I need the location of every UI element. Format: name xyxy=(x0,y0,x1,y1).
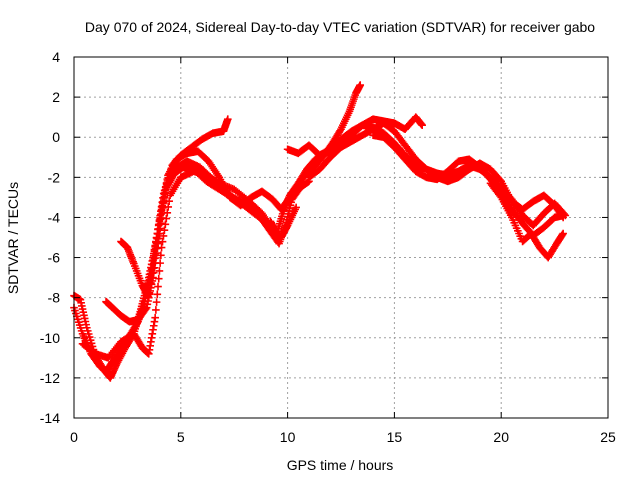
y-tick-label: 4 xyxy=(52,49,60,65)
chart-title: Day 070 of 2024, Sidereal Day-to-day VTE… xyxy=(85,19,595,35)
data-series-track-11 xyxy=(486,179,567,262)
y-tick-label: -8 xyxy=(48,290,61,306)
data-point xyxy=(153,290,162,299)
x-tick-label: 25 xyxy=(600,429,616,445)
y-axis-title: SDTVAR / TECUs xyxy=(5,182,21,294)
data-point xyxy=(159,232,168,240)
x-tick-label: 15 xyxy=(387,429,403,445)
data-point xyxy=(154,282,162,291)
x-axis-title: GPS time / hours xyxy=(287,457,394,473)
data-point xyxy=(71,306,79,315)
x-tick-label: 20 xyxy=(493,429,509,445)
data-point xyxy=(73,315,82,324)
data-point xyxy=(152,306,160,314)
data-point xyxy=(158,237,167,246)
data-point xyxy=(155,267,164,275)
y-tick-label: -2 xyxy=(48,169,61,185)
data-point xyxy=(164,203,173,211)
data-point xyxy=(83,323,91,332)
data-point xyxy=(161,220,170,229)
y-tick-label: 2 xyxy=(52,89,60,105)
data-point xyxy=(77,327,86,335)
data-point xyxy=(154,274,163,283)
data-point xyxy=(83,327,92,335)
data-point xyxy=(418,121,426,129)
data-point xyxy=(356,81,365,89)
data-series-track-9 xyxy=(326,113,426,160)
data-point xyxy=(292,203,300,212)
data-point xyxy=(75,321,84,329)
data-point xyxy=(165,197,173,205)
y-tick-label: -6 xyxy=(48,250,61,266)
data-point xyxy=(151,313,159,322)
data-point xyxy=(152,298,161,306)
x-tick-label: 10 xyxy=(280,429,296,445)
data-point xyxy=(559,229,567,238)
series-layer xyxy=(70,81,570,382)
y-tick-label: -10 xyxy=(40,330,60,346)
data-point xyxy=(73,312,81,321)
data-point xyxy=(84,330,93,338)
y-tick-label: -12 xyxy=(40,370,60,386)
y-tick-label: -4 xyxy=(48,209,61,225)
y-tick-label: -14 xyxy=(40,410,60,426)
ticks xyxy=(73,56,609,419)
data-point xyxy=(76,324,85,332)
data-point xyxy=(87,339,96,348)
x-tick-label: 5 xyxy=(177,429,185,445)
data-point xyxy=(157,251,165,260)
data-point xyxy=(86,336,95,345)
tick-labels: 0 5 10 15 20 25 -14 -12 -10 -8 -6 -4 -2 0 2 4 xyxy=(40,49,616,445)
data-point xyxy=(160,226,169,234)
x-tick-label: 0 xyxy=(70,429,78,445)
data-point xyxy=(559,211,567,220)
data-series-track-6 xyxy=(266,81,365,238)
grid xyxy=(74,57,608,418)
plot-frame xyxy=(73,56,609,419)
data-point xyxy=(74,318,83,326)
data-point xyxy=(223,115,232,123)
y-tick-label: 0 xyxy=(52,129,60,145)
data-point xyxy=(85,333,94,341)
